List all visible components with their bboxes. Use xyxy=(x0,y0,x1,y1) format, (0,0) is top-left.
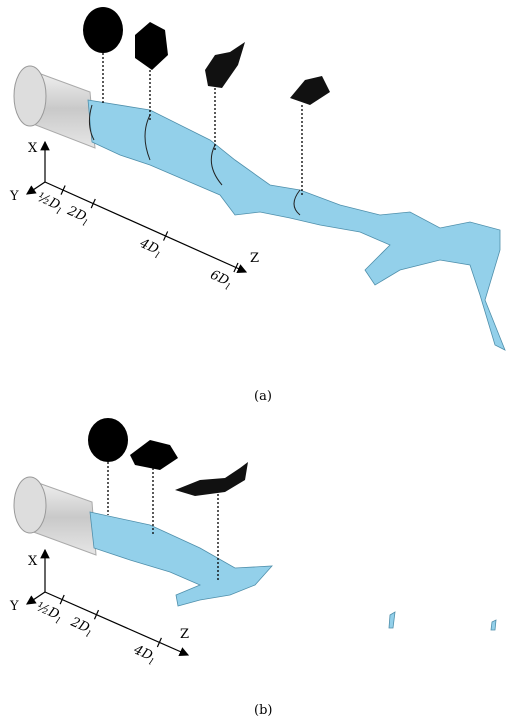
cross-section xyxy=(88,418,128,462)
tick-label: 4Dl xyxy=(129,642,157,668)
jet-fragment xyxy=(388,611,497,631)
tick-subscript: l xyxy=(55,207,62,217)
axis-label: Z xyxy=(250,251,259,266)
axis-label: X xyxy=(28,141,38,156)
cross-section xyxy=(175,462,248,496)
tick-subscript: l xyxy=(54,616,61,626)
tick-mark xyxy=(93,609,100,620)
tick-label: 2Dl xyxy=(66,614,94,640)
jet-surface xyxy=(89,511,273,607)
tick-mark xyxy=(60,185,66,195)
axis xyxy=(26,181,46,195)
cross-section xyxy=(205,42,245,88)
tick-label: ½Dl xyxy=(33,600,64,627)
tick-label: ½Dl xyxy=(34,190,65,217)
axis xyxy=(44,181,248,273)
tick-mark xyxy=(233,262,239,273)
tick-mark xyxy=(156,637,162,648)
panel-b: X Y Z xyxy=(9,418,497,657)
tick-subscript: l xyxy=(84,630,91,640)
tick-subscript: l xyxy=(224,282,231,292)
axis-label: Y xyxy=(9,599,19,614)
cross-section xyxy=(290,76,330,105)
axis-label: X xyxy=(28,554,38,569)
cross-section xyxy=(130,440,178,470)
nozzle-end xyxy=(13,65,47,127)
axis xyxy=(26,591,46,605)
tick-label: 2Dl xyxy=(63,203,91,229)
tick-label: 4Dl xyxy=(135,236,163,262)
caption: (b) xyxy=(254,703,272,718)
caption: (a) xyxy=(254,389,272,404)
nozzle-end xyxy=(13,476,47,534)
cross-section xyxy=(83,7,123,53)
tick-mark xyxy=(90,198,96,209)
tick-mark xyxy=(59,594,65,605)
tick-label: 6Dl xyxy=(207,268,234,293)
tick-subscript: l xyxy=(153,251,160,261)
panel-a: X Y Z xyxy=(9,7,506,351)
axis xyxy=(44,591,190,657)
contour-lines xyxy=(88,104,301,216)
tick-subscript: l xyxy=(147,657,154,667)
cross-section xyxy=(135,22,168,70)
jet-surface xyxy=(87,99,506,351)
tick-text: 6D xyxy=(208,268,232,290)
tick-text: 2D xyxy=(68,614,93,636)
tick-subscript: l xyxy=(81,219,88,229)
tick-text: 4D xyxy=(131,642,156,664)
tick-mark xyxy=(163,231,169,241)
axis-label: Y xyxy=(9,189,19,204)
axis-label: Z xyxy=(180,627,189,642)
